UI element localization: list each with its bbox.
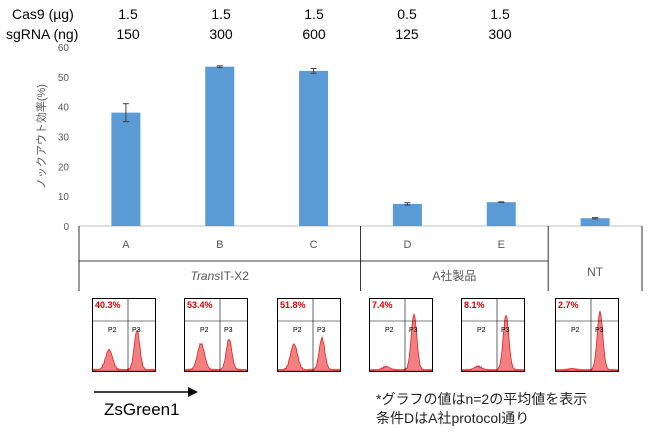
- sgrna-value-b: 300: [209, 26, 233, 42]
- facs-gate-p3-b: P3: [224, 327, 233, 334]
- sgrna-value-e: 300: [488, 26, 512, 42]
- note-line-2: 条件DはA社protocol通り: [376, 410, 530, 426]
- bar-e: [486, 202, 516, 226]
- cas9-value-a: 1.5: [118, 6, 138, 22]
- category-label-b: B: [216, 239, 223, 251]
- sgrna-row-label: sgRNA (ng): [6, 26, 79, 42]
- facs-panel-b: 53.4% P2 P3: [184, 298, 248, 372]
- y-tick-label-4: 40: [58, 103, 70, 114]
- facs-panel-nt: 2.7% P2 P3: [555, 298, 619, 372]
- facs-histogram: [93, 329, 155, 371]
- group-label-0: TransIT-X2: [191, 269, 250, 283]
- category-label-a: A: [122, 239, 130, 251]
- cas9-value-e: 1.5: [490, 6, 510, 22]
- y-axis-label: ノックアウト効率(%): [34, 84, 48, 189]
- facs-gate-p3-a: P3: [132, 327, 141, 334]
- bar-d: [392, 203, 422, 226]
- bar-c: [299, 70, 329, 226]
- sgrna-value-d: 125: [395, 26, 419, 42]
- knockout-efficiency-chart: 0 10 20 30 40 50 60 ノックアウト効率(%) A B C D E TransIT-X2 A…: [34, 43, 643, 291]
- facs-percent-nt: 2.7%: [558, 300, 579, 310]
- y-tick-label-0: 0: [63, 222, 69, 233]
- cas9-row-label: Cas9 (µg): [12, 6, 74, 22]
- zsgreen-axis-label: ZsGreen1: [104, 400, 180, 419]
- facs-percent-a: 40.3%: [95, 300, 121, 310]
- group-label-1: A社製品: [432, 268, 476, 283]
- facs-panel-a: 40.3% P2 P3: [92, 298, 156, 372]
- facs-gate-p3-c: P3: [317, 327, 326, 334]
- bar-b: [205, 66, 235, 226]
- note-line-1: *グラフの値はn=2の平均値を表示: [376, 391, 588, 407]
- category-label-e: E: [498, 239, 505, 251]
- sgrna-value-c: 600: [302, 26, 326, 42]
- facs-gate-p2-d: P2: [385, 327, 394, 334]
- facs-gate-p2-b: P2: [200, 327, 209, 334]
- cas9-value-b: 1.5: [211, 6, 231, 22]
- facs-histogram: [185, 338, 247, 371]
- y-tick-label-3: 30: [58, 133, 70, 144]
- bar-nt: [580, 218, 610, 226]
- facs-gate-p2-nt: P2: [571, 327, 580, 334]
- zsgreen-arrow-icon: [94, 387, 198, 397]
- facs-panel-c: 51.8% P2 P3: [277, 298, 341, 372]
- category-label-d: D: [403, 239, 411, 251]
- facs-percent-d: 7.4%: [372, 300, 393, 310]
- facs-gate-p2-c: P2: [293, 327, 302, 334]
- facs-gate-p3-d: P3: [409, 327, 418, 334]
- facs-histogram: [370, 312, 432, 371]
- y-tick-label-5: 50: [58, 73, 70, 84]
- cas9-value-c: 1.5: [304, 6, 324, 22]
- facs-histogram: [556, 310, 618, 371]
- sgrna-value-a: 150: [116, 26, 140, 42]
- facs-panel-e: 8.1% P2 P3: [461, 298, 525, 372]
- facs-histogram: [462, 314, 524, 371]
- y-tick-label-1: 10: [58, 192, 70, 203]
- facs-gate-p2-a: P2: [108, 327, 117, 334]
- category-label-c: C: [310, 239, 318, 251]
- facs-gate-p2-e: P2: [477, 327, 486, 334]
- bar-a: [111, 112, 141, 226]
- facs-percent-b: 53.4%: [187, 300, 213, 310]
- cas9-value-d: 0.5: [397, 6, 417, 22]
- facs-gate-p3-nt: P3: [595, 327, 604, 334]
- facs-percent-e: 8.1%: [464, 300, 485, 310]
- y-tick-label-6: 60: [58, 43, 70, 54]
- y-tick-label-2: 20: [58, 162, 70, 173]
- group-label-2: NT: [587, 265, 604, 279]
- facs-gate-p3-e: P3: [501, 327, 510, 334]
- facs-percent-c: 51.8%: [280, 300, 306, 310]
- facs-histogram: [278, 335, 340, 371]
- facs-panel-d: 7.4% P2 P3: [369, 298, 433, 372]
